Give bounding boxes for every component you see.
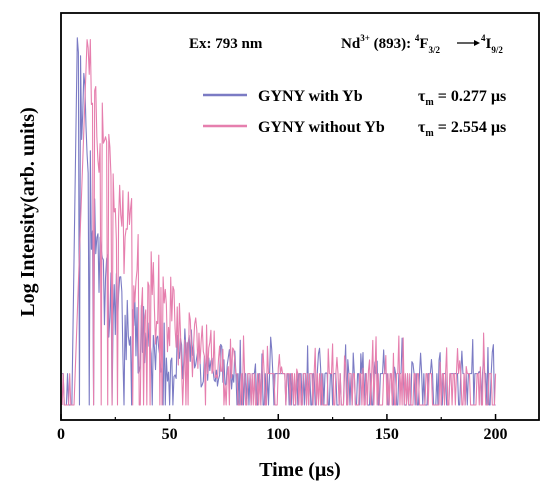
lifetime-without-yb: τm = 2.554 µs (418, 119, 506, 139)
lifetime-value-without-yb: = 2.554 µs (434, 119, 507, 136)
transition-ion-charge: 3+ (360, 33, 370, 43)
x-tick-label: 150 (375, 426, 399, 443)
legend: GYNY with Yb τm = 0.277 µs GYNY without … (203, 88, 506, 139)
y-axis-title: Log Intensity(arb. units) (17, 107, 39, 316)
lifetime-with-yb: τm = 0.277 µs (418, 88, 506, 108)
transition-prefix: Nd (341, 36, 361, 52)
transition-label: Nd3+ (893): 4F3/2 (341, 33, 441, 55)
level-1-multiplicity: 4 (415, 33, 420, 43)
lifetime-symbol-without-yb: τ (418, 119, 426, 136)
excitation-label: Ex: 793 nm (189, 36, 263, 52)
x-ticks: 0 50 100 150 200 (57, 414, 508, 443)
level-1-j: 3/2 (429, 45, 441, 55)
series-line-with-yb (62, 37, 496, 406)
x-tick-label: 50 (162, 426, 178, 443)
series-line-without-yb (61, 39, 497, 406)
lifetime-symbol-with-yb: τ (418, 88, 426, 105)
transition-wavelength: (893): (370, 36, 415, 52)
plot-frame (60, 12, 540, 421)
level-2-j: 9/2 (491, 45, 503, 55)
level-1-term: F (419, 36, 428, 52)
legend-label-without-yb: GYNY without Yb (258, 119, 385, 136)
x-tick-label: 0 (57, 426, 65, 443)
x-axis-title: Time (µs) (259, 459, 341, 481)
transition-arrow (457, 40, 480, 46)
transition-level-2: 4I9/2 (481, 33, 503, 55)
lifetime-value-with-yb: = 0.277 µs (434, 88, 507, 105)
legend-label-with-yb: GYNY with Yb (258, 88, 363, 105)
series-layer (61, 37, 497, 406)
lifetime-subscript-without-yb: m (425, 128, 434, 139)
x-tick-label: 100 (266, 426, 290, 443)
level-2-term: I (486, 36, 492, 52)
x-tick-label: 200 (484, 426, 508, 443)
level-2-multiplicity: 4 (481, 33, 486, 43)
lifetime-subscript-with-yb: m (425, 97, 434, 108)
